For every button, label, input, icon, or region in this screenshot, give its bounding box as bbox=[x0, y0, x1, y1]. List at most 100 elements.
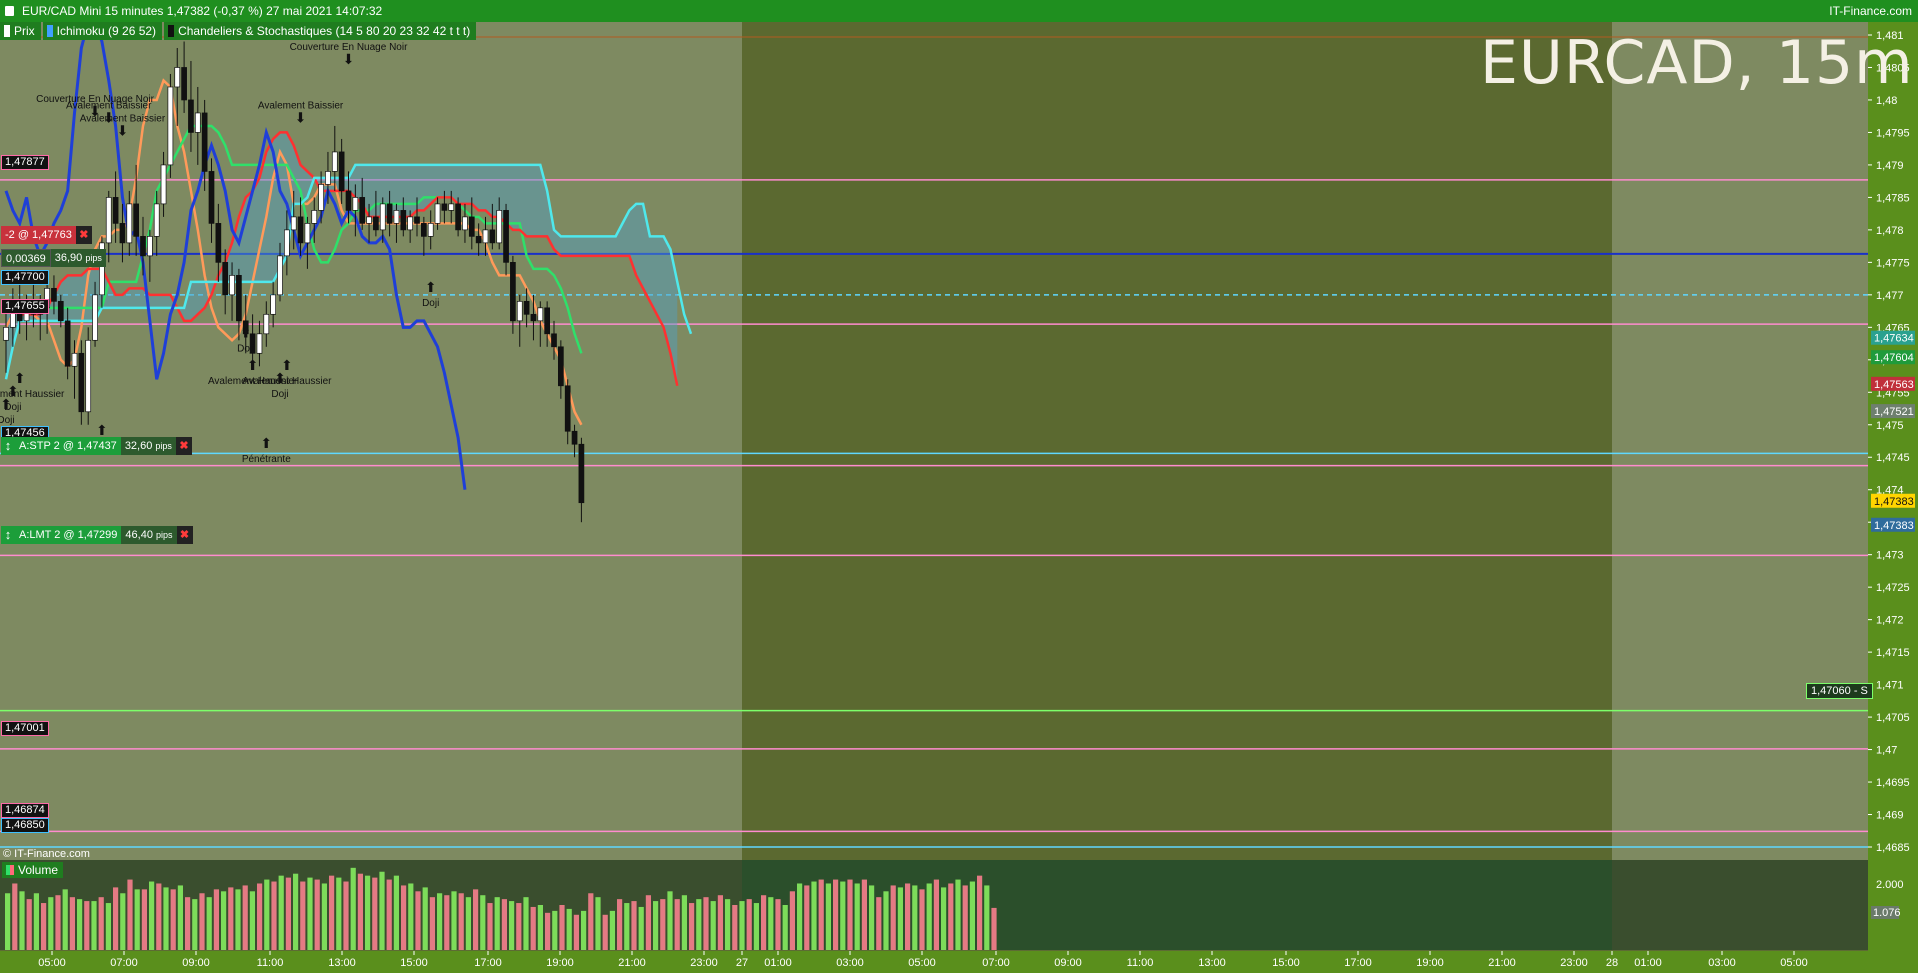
price-tag[interactable]: 1,47877 bbox=[1, 155, 49, 170]
candle bbox=[208, 158, 215, 243]
volume-bar bbox=[660, 899, 666, 950]
volume-bar bbox=[667, 891, 673, 950]
candle-body bbox=[167, 86, 174, 166]
candle-body bbox=[427, 223, 434, 237]
volume-bar bbox=[192, 899, 198, 950]
support-label[interactable]: 1,47060 - S bbox=[1806, 683, 1873, 699]
indicator-chandeliers[interactable]: Chandeliers & Stochastiques (14 5 80 20 … bbox=[164, 22, 477, 40]
candle bbox=[201, 99, 208, 191]
volume-bar bbox=[919, 889, 925, 950]
volume-bar bbox=[48, 897, 54, 950]
pattern-arrow-icon: ⬇ bbox=[295, 110, 307, 126]
candle-body bbox=[544, 307, 551, 335]
price-tag[interactable]: 1,47655 bbox=[1, 299, 49, 314]
volume-bar bbox=[602, 914, 608, 950]
close-icon[interactable]: ✖ bbox=[175, 437, 192, 455]
candle bbox=[215, 203, 222, 282]
candle bbox=[503, 203, 509, 276]
indicator-ichimoku[interactable]: Ichimoku (9 26 52) bbox=[42, 22, 163, 40]
time-tick-label: 19:00 bbox=[1416, 957, 1444, 969]
volume-bar bbox=[955, 879, 961, 950]
volume-bar bbox=[854, 883, 860, 950]
candle bbox=[181, 41, 187, 113]
pattern-arrow-icon: ⬆ bbox=[0, 397, 12, 413]
volume-bar bbox=[624, 903, 630, 950]
volume-bar bbox=[840, 881, 846, 950]
price-tick-label: 1,481 bbox=[1876, 30, 1904, 42]
candle bbox=[140, 216, 146, 276]
volume-bar bbox=[501, 899, 507, 950]
candle bbox=[167, 73, 174, 178]
candle-body bbox=[475, 236, 482, 244]
volume-bar bbox=[444, 895, 450, 950]
volume-bar bbox=[674, 899, 680, 950]
candle-body bbox=[557, 346, 564, 387]
volume-bar bbox=[753, 903, 759, 950]
indicator-prix[interactable]: Prix bbox=[0, 22, 41, 40]
volume-bar bbox=[314, 879, 320, 950]
volume-bar bbox=[465, 897, 471, 950]
price-tag[interactable]: 1,47700 bbox=[1, 270, 49, 285]
pattern-arrow-icon: ⬇ bbox=[89, 104, 101, 120]
volume-bar bbox=[530, 906, 536, 950]
volume-indicator[interactable]: Volume bbox=[2, 862, 64, 878]
close-icon[interactable]: ✖ bbox=[75, 226, 92, 244]
time-tick-label: 13:00 bbox=[1198, 957, 1226, 969]
position-order[interactable]: -2 @ 1,47763 ✖ bbox=[1, 226, 92, 244]
volume-bar bbox=[818, 879, 824, 950]
candle bbox=[475, 223, 482, 256]
candle-body bbox=[441, 203, 448, 211]
volume-bar bbox=[710, 901, 716, 950]
volume-bar bbox=[480, 895, 486, 950]
volume-bar bbox=[782, 905, 788, 950]
volume-bar bbox=[386, 879, 392, 950]
pattern-marker: ⬆ Doji bbox=[0, 397, 15, 426]
indicator-label: Chandeliers & Stochastiques (14 5 80 20 … bbox=[178, 24, 471, 38]
drag-handle-icon[interactable]: ↕ bbox=[1, 526, 15, 544]
right-tag-label: 1,47634 bbox=[1874, 333, 1914, 345]
time-tick-label: 09:00 bbox=[1054, 957, 1082, 969]
volume-bar bbox=[84, 901, 90, 950]
pattern-label: Couverture En Nuage Noir bbox=[290, 42, 409, 53]
volume-bar bbox=[905, 883, 911, 950]
price-tag[interactable]: 1,46850 bbox=[1, 818, 49, 833]
stop-order[interactable]: ↕ A:STP 2 @ 1,47437 32,60 pips ✖ bbox=[1, 437, 192, 455]
volume-bar bbox=[537, 905, 543, 950]
volume-bar bbox=[559, 905, 565, 950]
price-tag[interactable]: 1,46874 bbox=[1, 803, 49, 818]
drag-handle-icon[interactable]: ↕ bbox=[1, 437, 15, 455]
pattern-label: Avalement Baissier bbox=[258, 100, 344, 111]
candle bbox=[468, 197, 475, 250]
price-tick-label: 1,469 bbox=[1876, 810, 1904, 822]
volume-bar bbox=[163, 887, 169, 950]
volume-current-tag bbox=[1871, 906, 1899, 919]
time-tick-label: 21:00 bbox=[618, 957, 646, 969]
time-tick-label: 13:00 bbox=[328, 957, 356, 969]
title-bar: EUR/CAD Mini 15 minutes 1,47382 (-0,37 %… bbox=[0, 0, 1918, 22]
price-tag[interactable]: 1,47001 bbox=[1, 721, 49, 736]
volume-current-label: 1.076 bbox=[1873, 907, 1901, 919]
candle-body bbox=[64, 320, 71, 367]
price-tick-label: 1,477 bbox=[1876, 290, 1904, 302]
pattern-arrow-icon: ⬆ bbox=[7, 384, 19, 400]
candle-body bbox=[57, 300, 64, 322]
volume-bar bbox=[5, 893, 11, 950]
time-tick-label: 07:00 bbox=[982, 957, 1010, 969]
candle-body bbox=[133, 203, 139, 237]
volume-bar bbox=[804, 885, 810, 950]
candle-body bbox=[297, 216, 304, 244]
limit-order[interactable]: ↕ A:LMT 2 @ 1,47299 46,40 pips ✖ bbox=[1, 526, 193, 544]
volume-bar bbox=[473, 889, 479, 950]
candle bbox=[373, 190, 379, 237]
close-icon[interactable]: ✖ bbox=[176, 526, 193, 544]
candle-body bbox=[201, 112, 208, 172]
right-price-tag: 1,47563 bbox=[1871, 376, 1915, 391]
pattern-label: Avalement Haussier bbox=[208, 376, 298, 387]
volume-bar bbox=[969, 881, 975, 950]
time-tick-label: 03:00 bbox=[1708, 957, 1736, 969]
candle-body bbox=[249, 333, 256, 354]
time-tick-label: 15:00 bbox=[1272, 957, 1300, 969]
volume-bar bbox=[617, 899, 623, 950]
